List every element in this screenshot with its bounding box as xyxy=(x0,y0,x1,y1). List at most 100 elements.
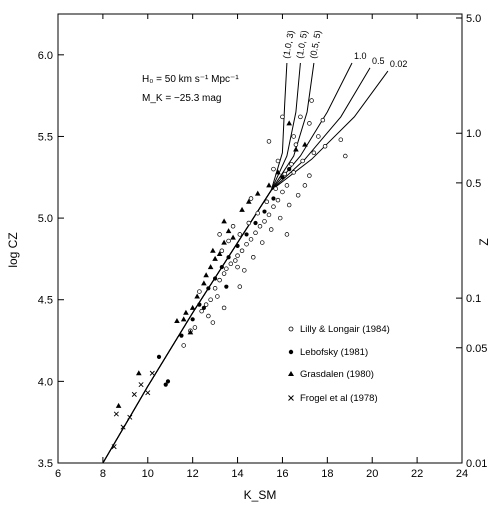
data-point-filled-triangle xyxy=(201,280,207,286)
data-point-open-circle xyxy=(221,305,227,311)
x-axis-title: K_SM xyxy=(244,488,277,502)
data-point-filled-circle xyxy=(224,284,229,289)
data-point-open-circle xyxy=(280,189,285,195)
y2-axis-title: Z xyxy=(477,238,491,245)
legend-marker-filled-triangle xyxy=(288,371,294,376)
y-tick-label: 5.0 xyxy=(38,213,53,225)
data-point-open-circle xyxy=(219,248,225,253)
data-point-filled-circle xyxy=(190,317,195,322)
data-point-cross xyxy=(111,444,117,450)
y-tick-label: 4.5 xyxy=(38,295,53,307)
x-tick-label: 12 xyxy=(187,468,199,480)
data-point-filled-triangle xyxy=(230,234,236,240)
data-point-filled-triangle xyxy=(183,309,189,315)
data-point-open-circle xyxy=(266,212,272,218)
legend: Lilly & Longair (1984) Lebofsky (1981) G… xyxy=(288,324,390,404)
x-tick-label: 24 xyxy=(456,468,468,480)
data-point-filled-triangle xyxy=(136,370,142,376)
data-point-cross xyxy=(131,391,137,397)
data-point-filled-triangle xyxy=(187,329,194,335)
data-point-open-circle xyxy=(271,166,276,172)
data-point-open-circle xyxy=(264,199,269,205)
data-point-filled-circle xyxy=(235,243,240,248)
z-tick-label: 5.0 xyxy=(466,13,481,25)
data-point-cross xyxy=(145,390,151,396)
legend-label-grasdalen: Grasdalen (1980) xyxy=(300,369,374,380)
data-point-open-circle xyxy=(293,142,299,147)
data-point-open-circle xyxy=(289,161,294,167)
data-point-filled-circle xyxy=(226,255,231,260)
model-curve-label: (0.5, 5) xyxy=(308,30,323,60)
data-point-open-circle xyxy=(246,220,252,226)
y-tick-label: 6.0 xyxy=(38,50,53,62)
data-point-open-circle xyxy=(215,294,220,299)
data-point-filled-circle xyxy=(206,286,211,291)
data-point-open-circle xyxy=(300,158,305,164)
data-point-open-circle xyxy=(284,183,290,188)
data-point-open-circle xyxy=(302,183,308,188)
data-point-open-circle xyxy=(298,114,303,120)
data-point-filled-circle xyxy=(156,354,162,359)
data-point-filled-triangle xyxy=(212,255,218,261)
data-point-open-circle xyxy=(208,297,213,302)
data-point-filled-triangle xyxy=(245,198,252,204)
data-point-filled-triangle xyxy=(225,228,232,234)
data-point-open-circle xyxy=(210,320,216,325)
x-tick-label: 18 xyxy=(321,468,333,480)
data-point-filled-circle xyxy=(271,196,276,201)
model-curve xyxy=(102,62,315,464)
data-point-cross xyxy=(149,370,155,376)
model-curve-label: 0.5 xyxy=(372,56,385,66)
data-point-filled-circle xyxy=(165,379,171,384)
data-point-open-circle xyxy=(228,261,234,267)
data-point-filled-triangle xyxy=(221,239,227,245)
data-point-filled-triangle xyxy=(115,402,122,408)
x-tick-label: 8 xyxy=(100,468,106,480)
z-tick-label: 1.0 xyxy=(466,128,481,140)
data-point-open-circle xyxy=(295,192,301,198)
data-point-open-circle xyxy=(273,186,278,191)
data-point-open-circle xyxy=(242,268,247,273)
data-point-filled-circle xyxy=(280,175,285,180)
data-point-filled-triangle xyxy=(254,190,261,196)
data-point-open-circle xyxy=(255,210,261,216)
data-point-filled-triangle xyxy=(203,272,209,278)
legend-label-frogel: Frogel et al (1978) xyxy=(300,393,378,404)
data-point-filled-triangle xyxy=(221,218,227,224)
data-point-filled-triangle xyxy=(189,304,196,310)
data-point-open-circle xyxy=(309,98,314,103)
data-point-open-circle xyxy=(291,170,296,175)
x-tick-label: 6 xyxy=(55,468,61,480)
x-tick-label: 14 xyxy=(231,468,243,480)
data-point-open-circle xyxy=(282,171,287,177)
data-point-open-circle xyxy=(338,137,344,142)
axes-ticks: 6 8 10 12 14 16 18 20 22 24 3.5 4.0 4.5 5.0 5.5 6.0 5.0 1… xyxy=(38,13,488,480)
data-point-filled-triangle xyxy=(302,141,308,147)
data-point-open-circle xyxy=(257,224,263,229)
data-point-open-circle xyxy=(237,284,243,289)
legend-marker-cross xyxy=(288,395,294,401)
model-curve-label: 1.0 xyxy=(354,51,367,61)
y-tick-label: 3.5 xyxy=(38,458,53,470)
z-tick-label: 0.05 xyxy=(466,343,487,355)
data-point-open-circle xyxy=(307,173,312,178)
data-point-filled-triangle xyxy=(266,182,272,188)
model-curve xyxy=(102,70,389,464)
data-point-open-circle xyxy=(277,215,283,221)
data-point-open-circle xyxy=(251,255,256,260)
data-point-open-circle xyxy=(217,232,222,237)
data-point-open-circle xyxy=(224,266,229,271)
data-point-filled-circle xyxy=(244,232,249,237)
z-tick-label: 0.1 xyxy=(466,293,481,305)
y-axis-title: log CZ xyxy=(6,232,20,267)
data-point-open-circle xyxy=(192,325,198,330)
data-point-open-circle xyxy=(248,196,254,201)
y-tick-label: 5.5 xyxy=(38,131,53,143)
legend-marker-filled-circle xyxy=(288,349,294,355)
annotation-hubble-constant: H₀ = 50 km s⁻¹ Mpc⁻¹ xyxy=(142,74,239,85)
data-point-open-circle xyxy=(217,277,222,283)
data-point-filled-triangle xyxy=(216,251,223,257)
x-tick-label: 16 xyxy=(276,468,288,480)
data-point-open-circle xyxy=(206,313,211,319)
